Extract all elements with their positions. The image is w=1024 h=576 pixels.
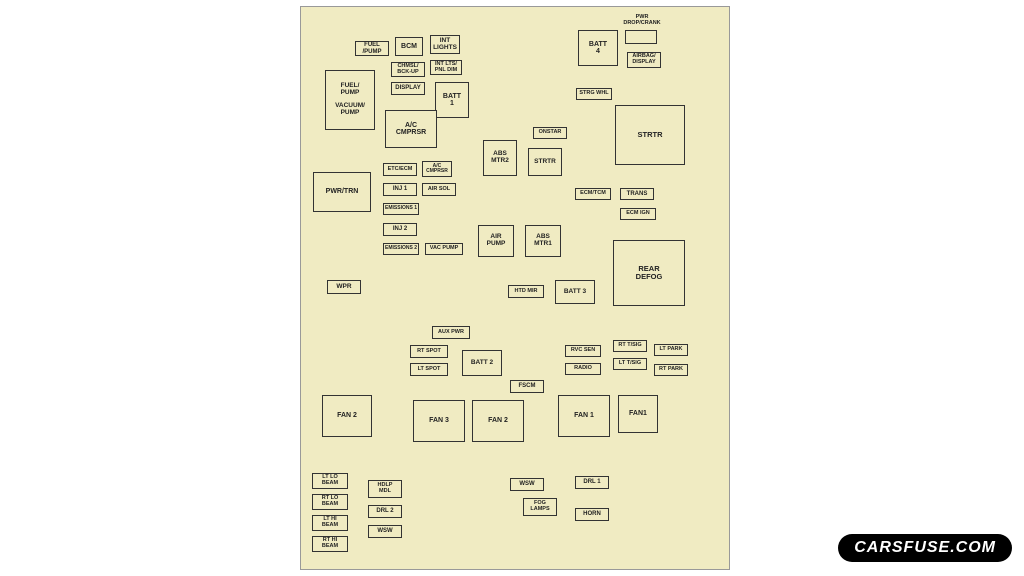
radio: RADIO	[565, 363, 601, 375]
intlts-pnldim: INT LTS/ PNL DIM	[430, 60, 462, 75]
chmsl-bckup: CHMSL/ BCK-UP	[391, 62, 425, 77]
abs-mtr2: ABS MTR2	[483, 140, 517, 176]
pwr-trn: PWR/TRN	[313, 172, 371, 212]
carsfuse-logo: CARSFUSE.COM	[838, 534, 1012, 562]
lt-park: LT PARK	[654, 344, 688, 356]
rt-lo-beam: RT LO BEAM	[312, 494, 348, 510]
ac-cmprsr-sm: A/C CMPRSR	[422, 161, 452, 177]
emissions2: EMISSIONS 2	[383, 243, 419, 255]
fuel-pump: FUEL /PUMP	[355, 41, 389, 56]
ecm-tcm: ECM/TCM	[575, 188, 611, 200]
lt-spot: LT SPOT	[410, 363, 448, 376]
wsw-left: WSW	[368, 525, 402, 538]
drl1: DRL 1	[575, 476, 609, 489]
batt4: BATT 4	[578, 30, 618, 66]
air-pump: AIR PUMP	[478, 225, 514, 257]
trans: TRANS	[620, 188, 654, 200]
fan1-big: FAN 1	[558, 395, 610, 437]
fan1-small: FAN1	[618, 395, 658, 433]
etc-ecm: ETC/ECM	[383, 163, 417, 176]
onstar: ONSTAR	[533, 127, 567, 139]
fan2-left: FAN 2	[322, 395, 372, 437]
inj2: INJ 2	[383, 223, 417, 236]
batt2: BATT 2	[462, 350, 502, 376]
fog-lamps: FOG LAMPS	[523, 498, 557, 516]
fscm: FSCM	[510, 380, 544, 393]
strtr-big: STRTR	[615, 105, 685, 165]
bcm: BCM	[395, 37, 423, 56]
fuel-vac-pump: FUEL/ PUMP VACUUM/ PUMP	[325, 70, 375, 130]
vac-pump: VAC PUMP	[425, 243, 463, 255]
pwr-drop-crank	[625, 30, 657, 44]
htd-mir: HTD MIR	[508, 285, 544, 298]
drl2: DRL 2	[368, 505, 402, 518]
horn: HORN	[575, 508, 609, 521]
rt-hi-beam: RT HI BEAM	[312, 536, 348, 552]
logo-text: CARSFUSE.COM	[854, 539, 996, 556]
int-lights: INT LIGHTS	[430, 35, 460, 54]
emissions1: EMISSIONS 1	[383, 203, 419, 215]
batt3: BATT 3	[555, 280, 595, 304]
rt-spot: RT SPOT	[410, 345, 448, 358]
fan3: FAN 3	[413, 400, 465, 442]
inj1: INJ 1	[383, 183, 417, 196]
rear-defog: REAR DEFOG	[613, 240, 685, 306]
abs-mtr1: ABS MTR1	[525, 225, 561, 257]
rt-tsig: RT T/SIG	[613, 340, 647, 352]
strtr-small: STRTR	[528, 148, 562, 176]
air-sol: AIR SOL	[422, 183, 456, 196]
wsw-right: WSW	[510, 478, 544, 491]
hdlp-mdl: HDLP MDL	[368, 480, 402, 498]
strg-whl: STRG WHL	[576, 88, 612, 100]
ac-cmprsr-big: A/C CMPRSR	[385, 110, 437, 148]
rt-park: RT PARK	[654, 364, 688, 376]
lt-tsig: LT T/SIG	[613, 358, 647, 370]
lt-hi-beam: LT HI BEAM	[312, 515, 348, 531]
wpr: WPR	[327, 280, 361, 294]
display: DISPLAY	[391, 82, 425, 95]
rvc-sen: RVC SEN	[565, 345, 601, 357]
pwr-drop-crank-label: PWR DROP/CRANK	[612, 15, 672, 29]
ecm-ign: ECM IGN	[620, 208, 656, 220]
airbag-display: AIRBAG/ DISPLAY	[627, 52, 661, 68]
aux-pwr: AUX PWR	[432, 326, 470, 339]
batt1: BATT 1	[435, 82, 469, 118]
fan2-mid: FAN 2	[472, 400, 524, 442]
lt-lo-beam: LT LO BEAM	[312, 473, 348, 489]
